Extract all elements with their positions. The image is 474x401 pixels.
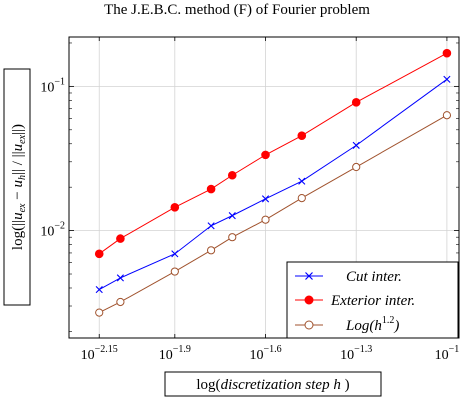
data-point-exterior-7 [351,98,361,107]
data-point-exterior-8 [442,48,452,58]
legend-item-exterior: Exterior inter. [295,293,415,309]
data-point-cut-7 [352,141,360,149]
data-point-log-3 [206,246,216,255]
data-point-exterior-0 [94,249,104,259]
svg-text:log(discretization step h ): log(discretization step h ) [196,377,349,393]
data-point-log-4 [228,233,237,242]
data-point-cut-2 [171,250,179,258]
data-point-exterior-2 [170,203,180,212]
data-point-cut-1 [116,274,124,282]
legend-marker-cut [305,272,313,280]
data-point-exterior-4 [227,170,237,180]
series-exterior [94,48,452,259]
legend-item-cut: Cut inter. [295,269,402,285]
legend-marker-exterior [304,295,314,305]
data-point-log-8 [442,111,452,120]
series-line-exterior [98,52,448,255]
data-point-cut-0 [95,285,103,294]
legend-label-exterior: Exterior inter. [330,293,415,309]
series-cut [95,75,451,294]
x-tick-label-2: 10−1.6 [249,344,281,363]
legend-marker-log [304,320,314,330]
x-tick-label-0: 10−2.15 [81,344,118,363]
series-group [94,48,452,317]
svg-text:log(||uex − uh|| / ||uex||): log(||uex − uh|| / ||uex||) [10,124,28,250]
series-line-cut [98,78,448,291]
legend: Cut inter. Exterior inter. Log(h1.2) [286,261,459,339]
x-axis-label: log(discretization step h ) [164,371,382,397]
data-point-exterior-1 [116,234,125,243]
x-tick-label-1: 10−1.9 [159,344,191,363]
y-axis-label: log(||uex − uh|| / ||uex||) [3,68,31,306]
data-point-log-5 [261,215,270,224]
x-tick-label-3: 10−1.3 [340,344,372,363]
chart-title: The J.E.B.C. method (F) of Fourier probl… [104,2,370,18]
data-point-log-2 [170,267,179,276]
y-tick-label-0: 10−1 [40,76,65,95]
x-tick-label-4: 10−1 [435,344,460,363]
data-point-cut-3 [207,222,215,230]
series-log [95,111,452,317]
data-point-cut-5 [261,195,270,203]
data-point-exterior-6 [297,131,307,141]
data-point-cut-4 [228,212,236,220]
data-point-exterior-5 [261,150,270,160]
legend-label-log: Log(h1.2) [345,315,399,334]
data-point-log-6 [297,194,306,203]
data-point-exterior-3 [206,184,216,194]
data-point-cut-8 [443,75,451,83]
data-point-log-0 [95,308,104,317]
data-point-log-7 [352,162,361,172]
legend-item-log: Log(h1.2) [295,315,399,334]
legend-label-cut: Cut inter. [346,269,402,285]
data-point-log-1 [116,297,125,307]
plot-area [68,36,460,339]
data-point-cut-6 [298,177,306,185]
y-tick-label-1: 10−2 [40,221,65,240]
